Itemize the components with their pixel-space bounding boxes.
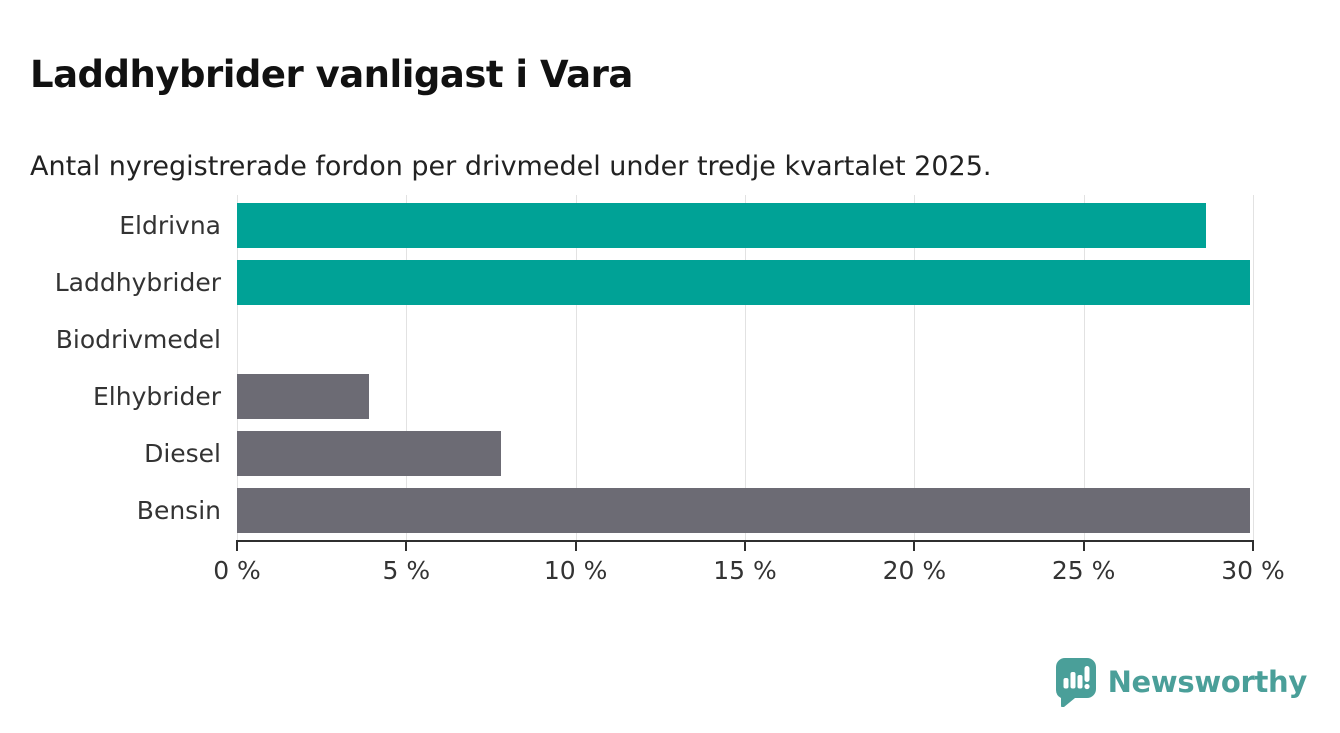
bar-row: Diesel bbox=[144, 431, 1253, 476]
x-axis-tick bbox=[913, 542, 916, 551]
gridline bbox=[1083, 195, 1085, 542]
chart-title: Laddhybrider vanligast i Vara bbox=[30, 52, 633, 96]
x-axis-tick-label: 10 % bbox=[543, 556, 608, 585]
x-axis-tick-label: 15 % bbox=[713, 556, 777, 585]
x-axis-tick bbox=[574, 542, 577, 551]
x-axis: 0 % 5 % 10 % 15 % 20 % 25 % 30 % bbox=[213, 542, 1285, 602]
bar-eldrivna bbox=[237, 203, 1206, 248]
x-axis-tick-label: 20 % bbox=[882, 556, 947, 585]
x-axis-tick bbox=[744, 542, 746, 551]
category-label: Biodrivmedel bbox=[55, 325, 221, 354]
gridline bbox=[914, 195, 916, 542]
gridline bbox=[745, 195, 746, 542]
bar-row: Bensin bbox=[137, 488, 1253, 533]
gridline bbox=[1253, 195, 1254, 542]
bar-row: Elhybrider bbox=[93, 374, 1253, 419]
plot-area: Eldrivna Laddhybrider Biodrivmedel Elhybrid… bbox=[55, 195, 1254, 542]
x-axis-tick-label: 25 % bbox=[1051, 556, 1116, 585]
x-axis-tick bbox=[236, 542, 238, 551]
x-axis-line bbox=[236, 540, 1254, 542]
x-axis-tick bbox=[405, 542, 408, 551]
newsworthy-speech-bubble-chart-icon bbox=[1055, 657, 1097, 708]
bar-elhybrider bbox=[237, 374, 370, 419]
category-label: Bensin bbox=[136, 496, 221, 525]
newsworthy-logo-text: Newsworthy bbox=[1107, 665, 1308, 699]
x-axis-tick-label: 5 % bbox=[382, 556, 431, 585]
bar-diesel bbox=[237, 431, 502, 476]
bar-bensin bbox=[237, 488, 1250, 533]
gridline bbox=[575, 195, 577, 542]
category-label: Eldrivna bbox=[119, 211, 221, 240]
gridline bbox=[237, 195, 238, 542]
bar-row: Biodrivmedel bbox=[56, 317, 1253, 362]
bar-row: Eldrivna bbox=[119, 203, 1253, 248]
x-axis-tick bbox=[1252, 542, 1254, 551]
x-axis-tick-label: 30 % bbox=[1221, 556, 1285, 585]
gridline bbox=[406, 195, 408, 542]
bar-laddhybrider bbox=[237, 260, 1250, 305]
bar-row: Laddhybrider bbox=[55, 260, 1253, 305]
category-label: Laddhybrider bbox=[54, 268, 221, 297]
category-label: Elhybrider bbox=[92, 382, 221, 411]
newsworthy-brand: Newsworthy bbox=[1055, 657, 1308, 708]
x-axis-tick bbox=[1082, 542, 1085, 551]
x-axis-tick-label: 0 % bbox=[213, 556, 261, 585]
chart-subtitle: Antal nyregistrerade fordon per drivmede… bbox=[30, 151, 992, 182]
category-label: Diesel bbox=[144, 439, 221, 468]
